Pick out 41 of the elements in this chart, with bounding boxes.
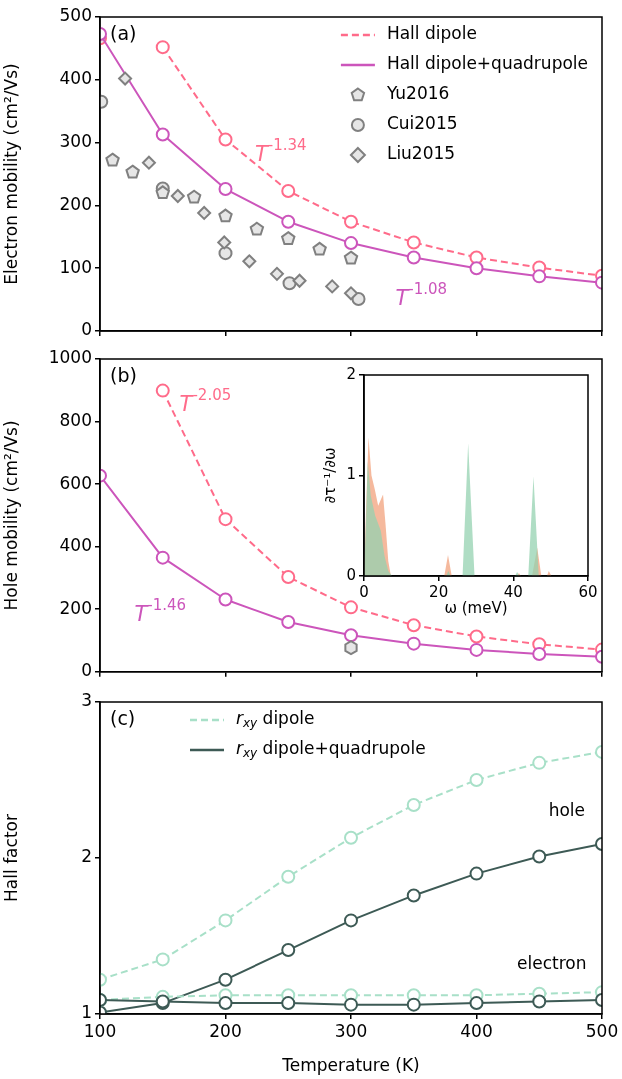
x-tick-label: 20 <box>429 582 449 601</box>
y-tick-label: 200 <box>59 597 92 618</box>
legend-label: Yu2016 <box>385 83 450 104</box>
y-tick-label: 800 <box>59 409 92 430</box>
y-axis-title: Hall factor <box>0 814 21 902</box>
y-tick-label: 2 <box>81 846 92 867</box>
legend-label: Liu2015 <box>386 143 456 164</box>
y-tick-label: 500 <box>59 5 92 26</box>
y-axis-title: Hole mobility (cm²/Vs) <box>0 420 21 611</box>
x-tick-label: 0 <box>359 582 369 601</box>
y-tick-label: 200 <box>59 193 92 214</box>
legend-label: Hall dipole+quadrupole <box>386 53 589 74</box>
x-axis-title: ω (meV) <box>444 598 508 617</box>
y-tick-label: 600 <box>59 472 92 493</box>
y-tick-label: 1 <box>346 465 356 484</box>
annotation: (b) <box>110 363 137 386</box>
y-tick-label: 400 <box>59 535 92 556</box>
x-tick-label: 60 <box>578 582 598 601</box>
x-tick-label: 400 <box>460 1020 493 1041</box>
y-tick-label: 400 <box>59 68 92 89</box>
y-axis-title: Electron mobility (cm²/Vs) <box>0 63 21 285</box>
x-tick-label: 500 <box>585 1020 619 1041</box>
x-tick-label: 40 <box>503 582 523 601</box>
legend-label: Hall dipole <box>386 23 477 44</box>
y-axis-title: ∂τ⁻¹/∂ω <box>320 447 339 504</box>
annotation: (c) <box>110 706 136 729</box>
y-tick-label: 2 <box>346 364 356 383</box>
y-tick-label: 0 <box>346 565 356 584</box>
y-tick-label: 0 <box>81 660 92 681</box>
y-tick-label: 100 <box>59 256 92 277</box>
y-tick-label: 300 <box>59 131 92 152</box>
legend-label: Cui2015 <box>386 113 458 134</box>
y-tick-label: 1000 <box>48 347 92 368</box>
x-tick-label: 200 <box>209 1020 242 1041</box>
annotation: hole <box>548 799 586 820</box>
x-axis-title: Temperature (K) <box>281 1055 420 1076</box>
annotation: (a) <box>110 21 137 44</box>
annotation: electron <box>517 952 587 973</box>
y-tick-label: 3 <box>81 690 92 711</box>
y-tick-label: 0 <box>81 319 92 340</box>
y-tick-label: 1 <box>81 1002 92 1023</box>
